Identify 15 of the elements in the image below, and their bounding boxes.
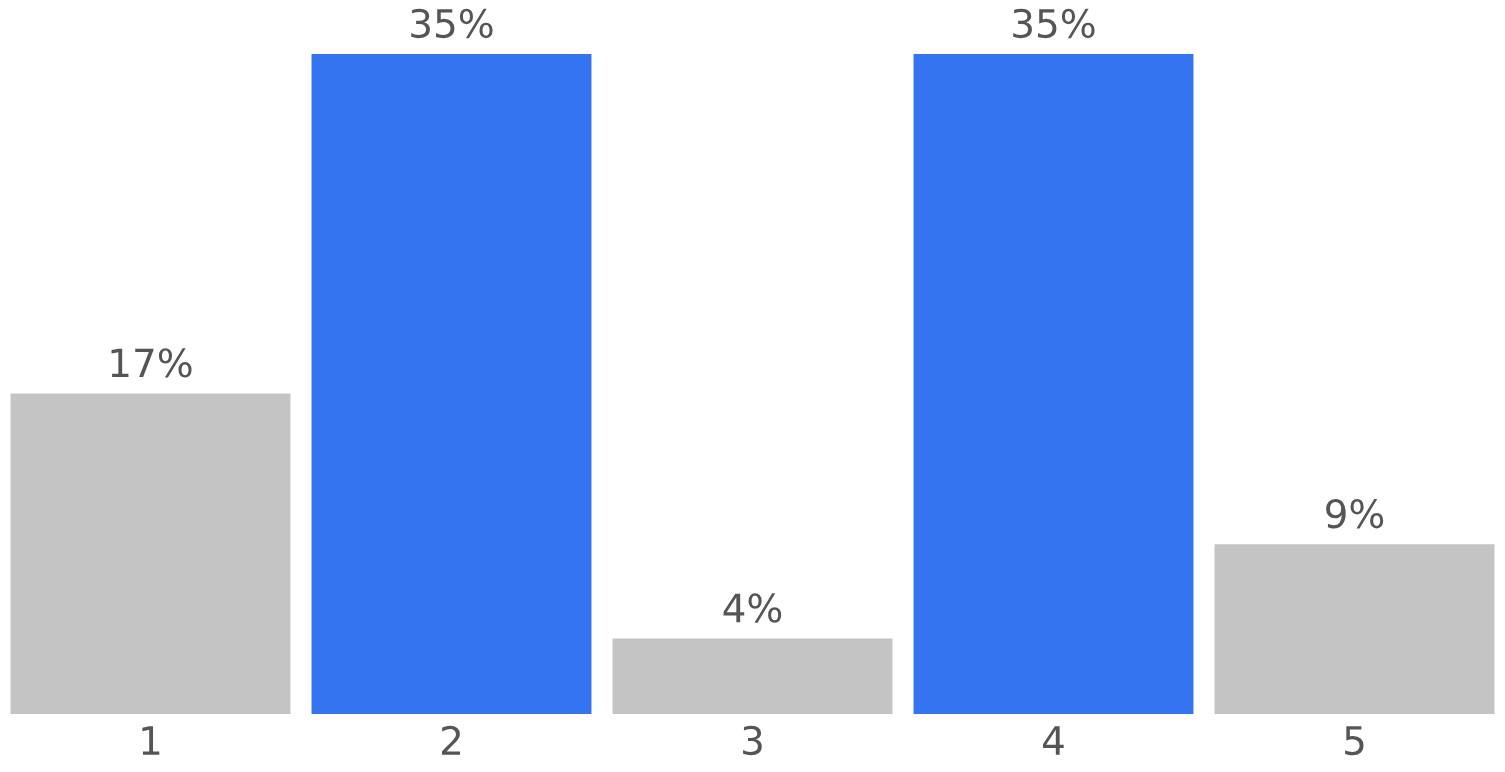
- x-tick-label: 4: [1043, 726, 1064, 755]
- data-label: 35%: [1013, 8, 1095, 39]
- x-tick-label: 3: [743, 725, 762, 756]
- data-label: 35%: [411, 8, 493, 39]
- data-label: 4%: [723, 593, 782, 623]
- x-tick-label: 5: [1345, 726, 1364, 756]
- x-tick-label: 1: [142, 726, 160, 755]
- data-label: 17%: [111, 348, 192, 378]
- bar: [10, 393, 291, 714]
- data-label: 9%: [1326, 499, 1384, 529]
- bar: [1214, 544, 1495, 714]
- bar: [311, 54, 592, 714]
- bar: [612, 638, 893, 714]
- x-tick-label: 2: [441, 725, 460, 755]
- bar: [913, 54, 1194, 714]
